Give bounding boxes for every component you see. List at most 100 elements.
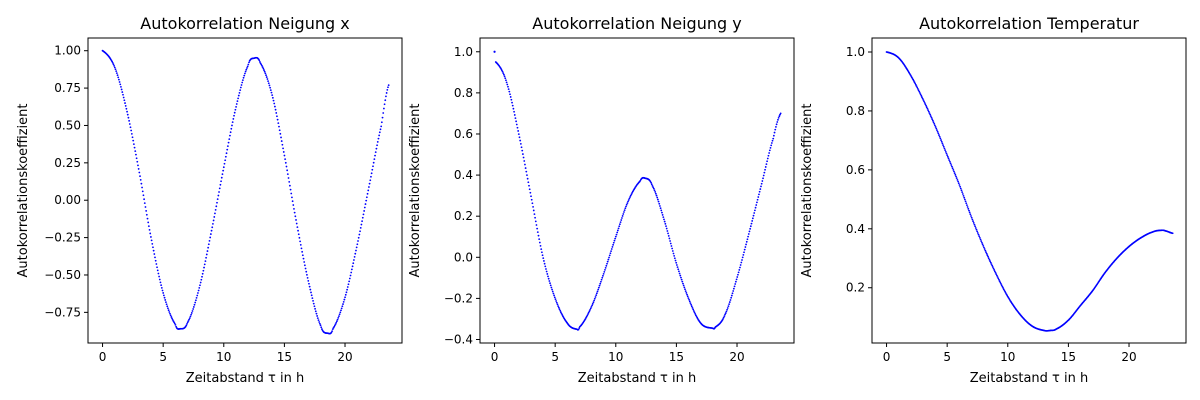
data-point (210, 229, 213, 232)
data-point (759, 188, 762, 190)
data-point (694, 312, 697, 315)
data-point (978, 235, 981, 238)
data-point (230, 127, 233, 130)
data-point (356, 243, 359, 246)
data-point (295, 219, 297, 221)
data-point (678, 272, 681, 275)
data-point (557, 305, 560, 307)
data-point (737, 273, 739, 276)
data-point (111, 62, 114, 64)
data-point (766, 160, 768, 163)
data-point (665, 227, 668, 230)
data-point (627, 199, 630, 201)
data-point (654, 192, 657, 195)
data-point (526, 177, 529, 180)
data-point (196, 294, 199, 297)
data-point (303, 264, 306, 267)
data-point (744, 246, 747, 248)
data-point (372, 165, 374, 168)
data-point (276, 115, 278, 118)
data-point (731, 292, 734, 295)
data-point (538, 238, 541, 241)
data-point (517, 130, 520, 132)
data-point (530, 195, 532, 198)
data-point (551, 288, 553, 291)
data-point (355, 246, 358, 249)
data-point (124, 102, 126, 104)
data-point (667, 232, 669, 235)
data-points (885, 51, 1174, 332)
data-point (958, 184, 961, 186)
y-tick-label: 1.0 (846, 45, 865, 59)
data-point (594, 296, 597, 298)
data-point (220, 176, 223, 179)
data-point (938, 134, 940, 136)
data-point (205, 256, 207, 259)
data-point (916, 86, 919, 89)
data-point (152, 246, 154, 249)
y-tick-label: 1.00 (54, 44, 81, 58)
data-point (219, 183, 222, 186)
data-point (340, 309, 342, 312)
data-point (505, 79, 507, 82)
data-point (512, 107, 515, 110)
data-point (123, 99, 126, 102)
data-point (277, 122, 280, 125)
data-point (676, 266, 679, 269)
data-point (739, 264, 742, 266)
data-point (380, 125, 383, 128)
y-tick-label: −0.50 (44, 268, 81, 282)
data-point (688, 298, 690, 301)
data-point (298, 236, 301, 239)
data-point (147, 225, 150, 228)
data-point (220, 180, 222, 183)
data-point (384, 99, 387, 102)
data-point (939, 137, 942, 140)
data-point (612, 243, 615, 246)
data-point (772, 134, 775, 137)
data-point (955, 175, 957, 178)
data-point (608, 256, 610, 259)
data-point (272, 99, 275, 102)
data-point (983, 246, 985, 249)
data-point (269, 86, 272, 89)
data-point (661, 211, 663, 214)
data-point (725, 310, 728, 313)
data-point (516, 126, 519, 129)
data-point (985, 251, 987, 254)
data-point (119, 83, 122, 86)
data-point (162, 292, 165, 294)
data-point (726, 308, 728, 311)
data-point (360, 223, 363, 226)
data-point (692, 310, 695, 312)
data-point (606, 262, 608, 265)
data-point (354, 252, 357, 255)
data-point (757, 196, 760, 198)
data-point (370, 172, 373, 175)
data-point (548, 280, 551, 282)
data-point (541, 254, 544, 257)
data-point (509, 93, 511, 96)
data-point (232, 118, 235, 120)
data-point (118, 78, 120, 81)
data-point (245, 68, 248, 71)
data-point (773, 131, 776, 134)
data-point (237, 94, 240, 97)
data-point (130, 129, 133, 132)
data-point (312, 302, 315, 305)
data-point (239, 86, 242, 89)
data-point (949, 160, 951, 163)
data-point (936, 130, 939, 133)
data-point (760, 185, 762, 188)
data-point (129, 126, 132, 129)
data-point (120, 88, 123, 91)
chart-title: Autokorrelation Temperatur (919, 14, 1139, 33)
data-point (668, 237, 671, 240)
data-point (261, 66, 264, 69)
data-point (947, 157, 950, 160)
data-point (241, 79, 244, 81)
data-point (348, 277, 351, 280)
data-points (493, 50, 782, 331)
data-point (357, 236, 360, 239)
data-point (996, 274, 998, 277)
